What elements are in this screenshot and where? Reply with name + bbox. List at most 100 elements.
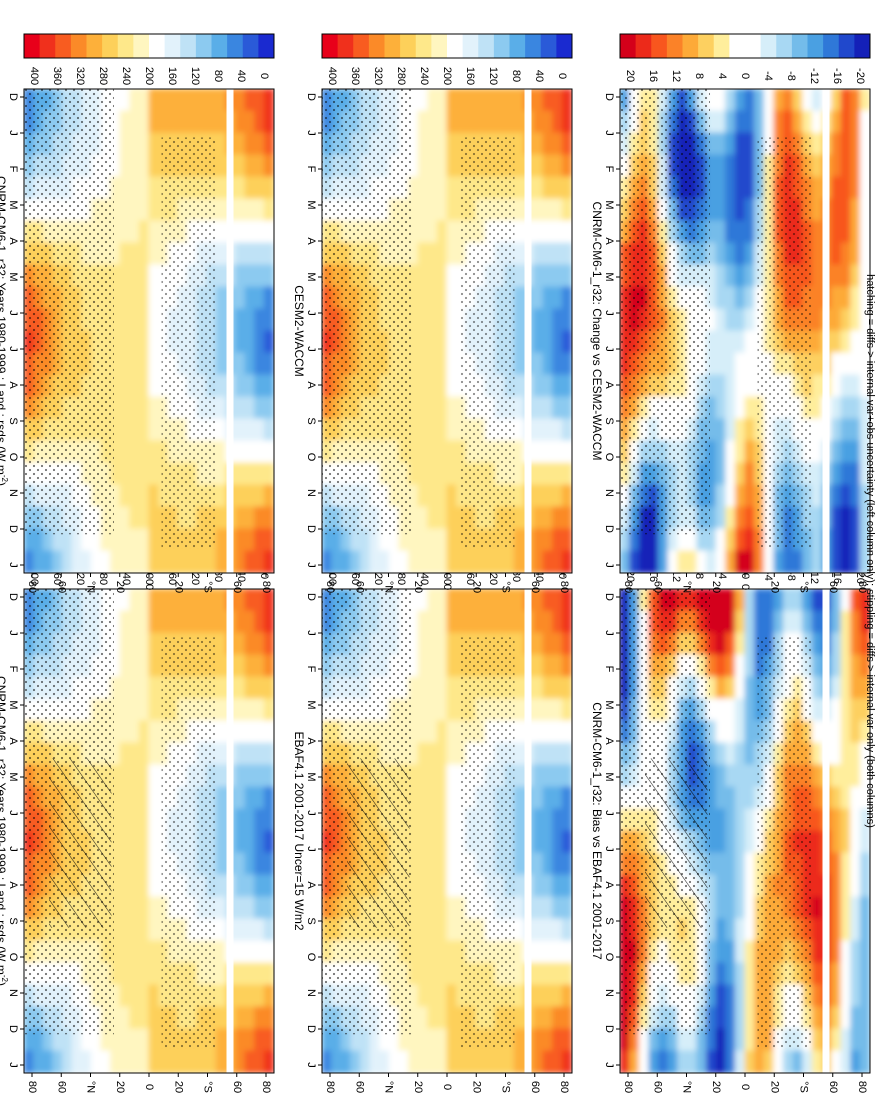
month-tick-label: J (7, 810, 19, 816)
field-p1 (24, 589, 274, 1073)
colorbar-label: -4 (762, 571, 774, 581)
colorbar-label: 200 (441, 67, 453, 85)
month-tick-label: J (305, 630, 317, 636)
lat-tick-label: 80 (324, 581, 336, 593)
colorbar-label: 120 (189, 67, 201, 85)
colorbar-label: 80 (212, 70, 224, 82)
month-tick-label: S (305, 417, 317, 424)
lat-tick-label: 20 (710, 581, 722, 593)
month-tick-label: J (7, 562, 19, 568)
colorbar-label: -16 (831, 68, 843, 84)
month-tick-label: J (603, 630, 615, 636)
lat-tick-label: 60 (651, 1081, 663, 1093)
lat-tick-label: 20 (470, 581, 482, 593)
colorbar-p6: 20 16 12 8 4 0 -4 -8 -12 -16 -20 (619, 33, 871, 84)
month-tick-label: A (7, 737, 19, 745)
month-tick-label: M (7, 700, 19, 709)
field-p4 (322, 89, 572, 573)
colorbar-label: -20 (854, 68, 866, 84)
colorbar-swatch (431, 34, 448, 58)
colorbar-swatch (556, 34, 573, 58)
stipple-overlay (322, 89, 412, 535)
month-tick-label: F (7, 166, 19, 173)
colorbar-swatch (211, 34, 228, 58)
month-tick-label: F (305, 166, 317, 173)
lat-tick-label: 80 (260, 1081, 272, 1093)
lat-tick-label: 60 (55, 581, 67, 593)
month-tick-label: D (7, 93, 19, 101)
colorbar-label: 160 (464, 67, 476, 85)
month-tick-label: J (305, 810, 317, 816)
colorbar-label: 4 (716, 573, 728, 579)
colorbar-swatch (70, 34, 87, 58)
colorbar-swatch (525, 34, 542, 58)
colorbar-label: 20 (624, 70, 636, 82)
lat-tick-label: 20 (172, 1081, 184, 1093)
colorbar-swatch (39, 34, 56, 58)
lat-tick-label: 20 (768, 1081, 780, 1093)
month-tick-label: M (603, 700, 615, 709)
colorbar-swatch (698, 34, 715, 58)
colorbar-label: 4 (716, 73, 728, 79)
lat-tick-label: 80 (622, 581, 634, 593)
colorbar-swatch (133, 34, 150, 58)
colorbar-swatch (462, 34, 479, 58)
month-tick-label: J (7, 630, 19, 636)
lat-tick-label: °N (85, 581, 97, 593)
month-tick-label: J (603, 1062, 615, 1068)
colorbar-swatch (164, 34, 181, 58)
lat-tick-label: 20 (412, 1081, 424, 1093)
lat-tick-label: 60 (353, 581, 365, 593)
title-superscript: -2 (0, 975, 9, 983)
month-tick-label: O (7, 953, 19, 962)
missing-band (524, 89, 532, 573)
month-tick-label: J (7, 130, 19, 136)
colorbar-label: 16 (647, 70, 659, 82)
lat-tick-label: 80 (26, 1081, 38, 1093)
lat-tick-label: 60 (353, 1081, 365, 1093)
colorbar-label: 0 (258, 573, 270, 579)
colorbar-swatch (55, 34, 72, 58)
month-tick-label: D (305, 1025, 317, 1033)
panel-title: EBAF4.1 2001-2017 Uncer=15 W/m2 (292, 731, 306, 930)
lat-tick-label: 60 (55, 1081, 67, 1093)
month-tick-label: D (603, 93, 615, 101)
stipple-overlay-south (459, 637, 515, 1049)
month-tick-label: D (7, 525, 19, 533)
lat-tick-label: 0 (143, 584, 155, 590)
month-tick-label: A (603, 381, 615, 389)
lat-tick-label: 20 (710, 1081, 722, 1093)
month-tick-label: S (7, 417, 19, 424)
lat-tick-label: 80 (260, 581, 272, 593)
colorbar-swatch (540, 34, 557, 58)
month-tick-label: J (603, 810, 615, 816)
month-tick-label: N (7, 989, 19, 997)
colorbar-swatch (729, 34, 746, 58)
month-tick-label: O (305, 453, 317, 462)
colorbar-label: 240 (120, 67, 132, 85)
month-tick-label: A (7, 381, 19, 389)
month-tick-label: A (305, 237, 317, 245)
colorbar-label: 360 (349, 67, 361, 85)
colorbar-swatch (353, 34, 370, 58)
hatch-overlay (49, 758, 112, 928)
colorbar-swatch (195, 34, 212, 58)
colorbar-swatch (620, 34, 637, 58)
month-tick-label: J (7, 346, 19, 352)
panel-title: CNRM-CM6-1_r32: Bias vs EBAF4.1 2001-201… (590, 702, 604, 960)
colorbar-swatch (149, 34, 166, 58)
lat-tick-label: °S (798, 1081, 810, 1093)
missing-band (822, 89, 830, 573)
field-p2 (24, 89, 274, 573)
colorbar-p2: 400 360 320 280 240 200 160 120 80 40 0 (23, 33, 275, 85)
colorbar-label: 120 (487, 67, 499, 85)
month-tick-label: N (305, 989, 317, 997)
month-tick-label: O (603, 953, 615, 962)
colorbar-label: 80 (510, 70, 522, 82)
month-tick-label: M (305, 200, 317, 209)
hatch-overlay (645, 758, 708, 928)
colorbar-swatch (24, 34, 41, 58)
colorbar-label: 8 (693, 73, 705, 79)
